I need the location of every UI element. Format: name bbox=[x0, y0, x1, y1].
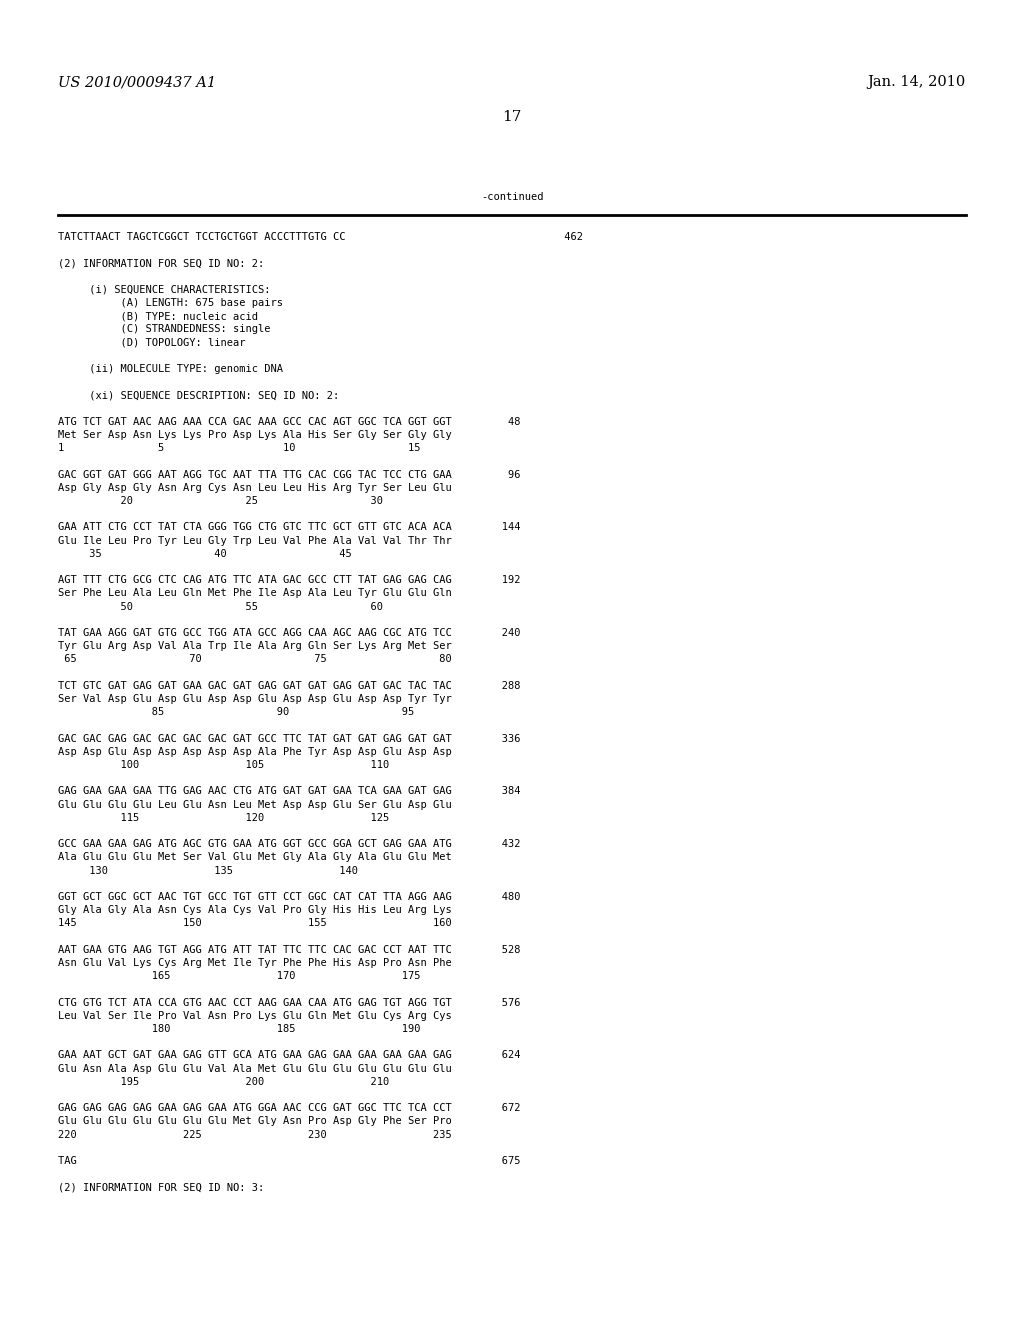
Text: (A) LENGTH: 675 base pairs: (A) LENGTH: 675 base pairs bbox=[58, 298, 283, 308]
Text: 115                 120                 125: 115 120 125 bbox=[58, 813, 389, 822]
Text: 65                  70                  75                  80: 65 70 75 80 bbox=[58, 655, 452, 664]
Text: (ii) MOLECULE TYPE: genomic DNA: (ii) MOLECULE TYPE: genomic DNA bbox=[58, 364, 283, 374]
Text: Asp Gly Asp Gly Asn Arg Cys Asn Leu Leu His Arg Tyr Ser Leu Glu: Asp Gly Asp Gly Asn Arg Cys Asn Leu Leu … bbox=[58, 483, 452, 492]
Text: 17: 17 bbox=[503, 110, 521, 124]
Text: Leu Val Ser Ile Pro Val Asn Pro Lys Glu Gln Met Glu Cys Arg Cys: Leu Val Ser Ile Pro Val Asn Pro Lys Glu … bbox=[58, 1011, 452, 1020]
Text: 220                 225                 230                 235: 220 225 230 235 bbox=[58, 1130, 452, 1139]
Text: Met Ser Asp Asn Lys Lys Pro Asp Lys Ala His Ser Gly Ser Gly Gly: Met Ser Asp Asn Lys Lys Pro Asp Lys Ala … bbox=[58, 430, 452, 440]
Text: -continued: -continued bbox=[480, 191, 544, 202]
Text: GCC GAA GAA GAG ATG AGC GTG GAA ATG GGT GCC GGA GCT GAG GAA ATG        432: GCC GAA GAA GAG ATG AGC GTG GAA ATG GGT … bbox=[58, 840, 520, 849]
Text: TAG                                                                    675: TAG 675 bbox=[58, 1156, 520, 1166]
Text: GAG GAG GAG GAG GAA GAG GAA ATG GGA AAC CCG GAT GGC TTC TCA CCT        672: GAG GAG GAG GAG GAA GAG GAA ATG GGA AAC … bbox=[58, 1104, 520, 1113]
Text: Glu Ile Leu Pro Tyr Leu Gly Trp Leu Val Phe Ala Val Val Thr Thr: Glu Ile Leu Pro Tyr Leu Gly Trp Leu Val … bbox=[58, 536, 452, 545]
Text: (2) INFORMATION FOR SEQ ID NO: 2:: (2) INFORMATION FOR SEQ ID NO: 2: bbox=[58, 259, 264, 268]
Text: GAA AAT GCT GAT GAA GAG GTT GCA ATG GAA GAG GAA GAA GAA GAA GAG        624: GAA AAT GCT GAT GAA GAG GTT GCA ATG GAA … bbox=[58, 1051, 520, 1060]
Text: TAT GAA AGG GAT GTG GCC TGG ATA GCC AGG CAA AGC AAG CGC ATG TCC        240: TAT GAA AGG GAT GTG GCC TGG ATA GCC AGG … bbox=[58, 628, 520, 638]
Text: (i) SEQUENCE CHARACTERISTICS:: (i) SEQUENCE CHARACTERISTICS: bbox=[58, 285, 270, 294]
Text: 1               5                   10                  15: 1 5 10 15 bbox=[58, 444, 421, 453]
Text: Gly Ala Gly Ala Asn Cys Ala Cys Val Pro Gly His His Leu Arg Lys: Gly Ala Gly Ala Asn Cys Ala Cys Val Pro … bbox=[58, 906, 452, 915]
Text: AAT GAA GTG AAG TGT AGG ATG ATT TAT TTC TTC CAC GAC CCT AAT TTC        528: AAT GAA GTG AAG TGT AGG ATG ATT TAT TTC … bbox=[58, 945, 520, 954]
Text: 145                 150                 155                 160: 145 150 155 160 bbox=[58, 919, 452, 928]
Text: Ser Phe Leu Ala Leu Gln Met Phe Ile Asp Ala Leu Tyr Glu Glu Gln: Ser Phe Leu Ala Leu Gln Met Phe Ile Asp … bbox=[58, 589, 452, 598]
Text: 180                 185                 190: 180 185 190 bbox=[58, 1024, 421, 1034]
Text: 50                  55                  60: 50 55 60 bbox=[58, 602, 383, 611]
Text: 35                  40                  45: 35 40 45 bbox=[58, 549, 352, 558]
Text: ATG TCT GAT AAC AAG AAA CCA GAC AAA GCC CAC AGT GGC TCA GGT GGT         48: ATG TCT GAT AAC AAG AAA CCA GAC AAA GCC … bbox=[58, 417, 520, 426]
Text: AGT TTT CTG GCG CTC CAG ATG TTC ATA GAC GCC CTT TAT GAG GAG CAG        192: AGT TTT CTG GCG CTC CAG ATG TTC ATA GAC … bbox=[58, 576, 520, 585]
Text: 195                 200                 210: 195 200 210 bbox=[58, 1077, 389, 1086]
Text: Glu Asn Ala Asp Glu Glu Val Ala Met Glu Glu Glu Glu Glu Glu Glu: Glu Asn Ala Asp Glu Glu Val Ala Met Glu … bbox=[58, 1064, 452, 1073]
Text: (D) TOPOLOGY: linear: (D) TOPOLOGY: linear bbox=[58, 338, 246, 347]
Text: (2) INFORMATION FOR SEQ ID NO: 3:: (2) INFORMATION FOR SEQ ID NO: 3: bbox=[58, 1183, 264, 1192]
Text: GGT GCT GGC GCT AAC TGT GCC TGT GTT CCT GGC CAT CAT TTA AGG AAG        480: GGT GCT GGC GCT AAC TGT GCC TGT GTT CCT … bbox=[58, 892, 520, 902]
Text: 100                 105                 110: 100 105 110 bbox=[58, 760, 389, 770]
Text: 20                  25                  30: 20 25 30 bbox=[58, 496, 383, 506]
Text: 165                 170                 175: 165 170 175 bbox=[58, 972, 421, 981]
Text: Ala Glu Glu Glu Met Ser Val Glu Met Gly Ala Gly Ala Glu Glu Met: Ala Glu Glu Glu Met Ser Val Glu Met Gly … bbox=[58, 853, 452, 862]
Text: Asp Asp Glu Asp Asp Asp Asp Asp Ala Phe Tyr Asp Asp Glu Asp Asp: Asp Asp Glu Asp Asp Asp Asp Asp Ala Phe … bbox=[58, 747, 452, 756]
Text: GAC GAC GAG GAC GAC GAC GAC GAT GCC TTC TAT GAT GAT GAG GAT GAT        336: GAC GAC GAG GAC GAC GAC GAC GAT GCC TTC … bbox=[58, 734, 520, 743]
Text: (B) TYPE: nucleic acid: (B) TYPE: nucleic acid bbox=[58, 312, 258, 321]
Text: (xi) SEQUENCE DESCRIPTION: SEQ ID NO: 2:: (xi) SEQUENCE DESCRIPTION: SEQ ID NO: 2: bbox=[58, 391, 339, 400]
Text: US 2010/0009437 A1: US 2010/0009437 A1 bbox=[58, 75, 216, 88]
Text: GAG GAA GAA GAA TTG GAG AAC CTG ATG GAT GAT GAA TCA GAA GAT GAG        384: GAG GAA GAA GAA TTG GAG AAC CTG ATG GAT … bbox=[58, 787, 520, 796]
Text: Asn Glu Val Lys Cys Arg Met Ile Tyr Phe Phe His Asp Pro Asn Phe: Asn Glu Val Lys Cys Arg Met Ile Tyr Phe … bbox=[58, 958, 452, 968]
Text: 85                  90                  95: 85 90 95 bbox=[58, 708, 415, 717]
Text: GAC GGT GAT GGG AAT AGG TGC AAT TTA TTG CAC CGG TAC TCC CTG GAA         96: GAC GGT GAT GGG AAT AGG TGC AAT TTA TTG … bbox=[58, 470, 520, 479]
Text: TCT GTC GAT GAG GAT GAA GAC GAT GAG GAT GAT GAG GAT GAC TAC TAC        288: TCT GTC GAT GAG GAT GAA GAC GAT GAG GAT … bbox=[58, 681, 520, 690]
Text: Ser Val Asp Glu Asp Glu Asp Asp Glu Asp Asp Glu Asp Asp Tyr Tyr: Ser Val Asp Glu Asp Glu Asp Asp Glu Asp … bbox=[58, 694, 452, 704]
Text: Glu Glu Glu Glu Leu Glu Asn Leu Met Asp Asp Glu Ser Glu Asp Glu: Glu Glu Glu Glu Leu Glu Asn Leu Met Asp … bbox=[58, 800, 452, 809]
Text: Glu Glu Glu Glu Glu Glu Glu Met Gly Asn Pro Asp Gly Phe Ser Pro: Glu Glu Glu Glu Glu Glu Glu Met Gly Asn … bbox=[58, 1117, 452, 1126]
Text: CTG GTG TCT ATA CCA GTG AAC CCT AAG GAA CAA ATG GAG TGT AGG TGT        576: CTG GTG TCT ATA CCA GTG AAC CCT AAG GAA … bbox=[58, 998, 520, 1007]
Text: GAA ATT CTG CCT TAT CTA GGG TGG CTG GTC TTC GCT GTT GTC ACA ACA        144: GAA ATT CTG CCT TAT CTA GGG TGG CTG GTC … bbox=[58, 523, 520, 532]
Text: Jan. 14, 2010: Jan. 14, 2010 bbox=[867, 75, 966, 88]
Text: 130                 135                 140: 130 135 140 bbox=[58, 866, 358, 875]
Text: Tyr Glu Arg Asp Val Ala Trp Ile Ala Arg Gln Ser Lys Arg Met Ser: Tyr Glu Arg Asp Val Ala Trp Ile Ala Arg … bbox=[58, 642, 452, 651]
Text: (C) STRANDEDNESS: single: (C) STRANDEDNESS: single bbox=[58, 325, 270, 334]
Text: TATCTTAACT TAGCTCGGCT TCCTGCTGGT ACCCTTTGTG CC                                  : TATCTTAACT TAGCTCGGCT TCCTGCTGGT ACCCTTT… bbox=[58, 232, 583, 242]
